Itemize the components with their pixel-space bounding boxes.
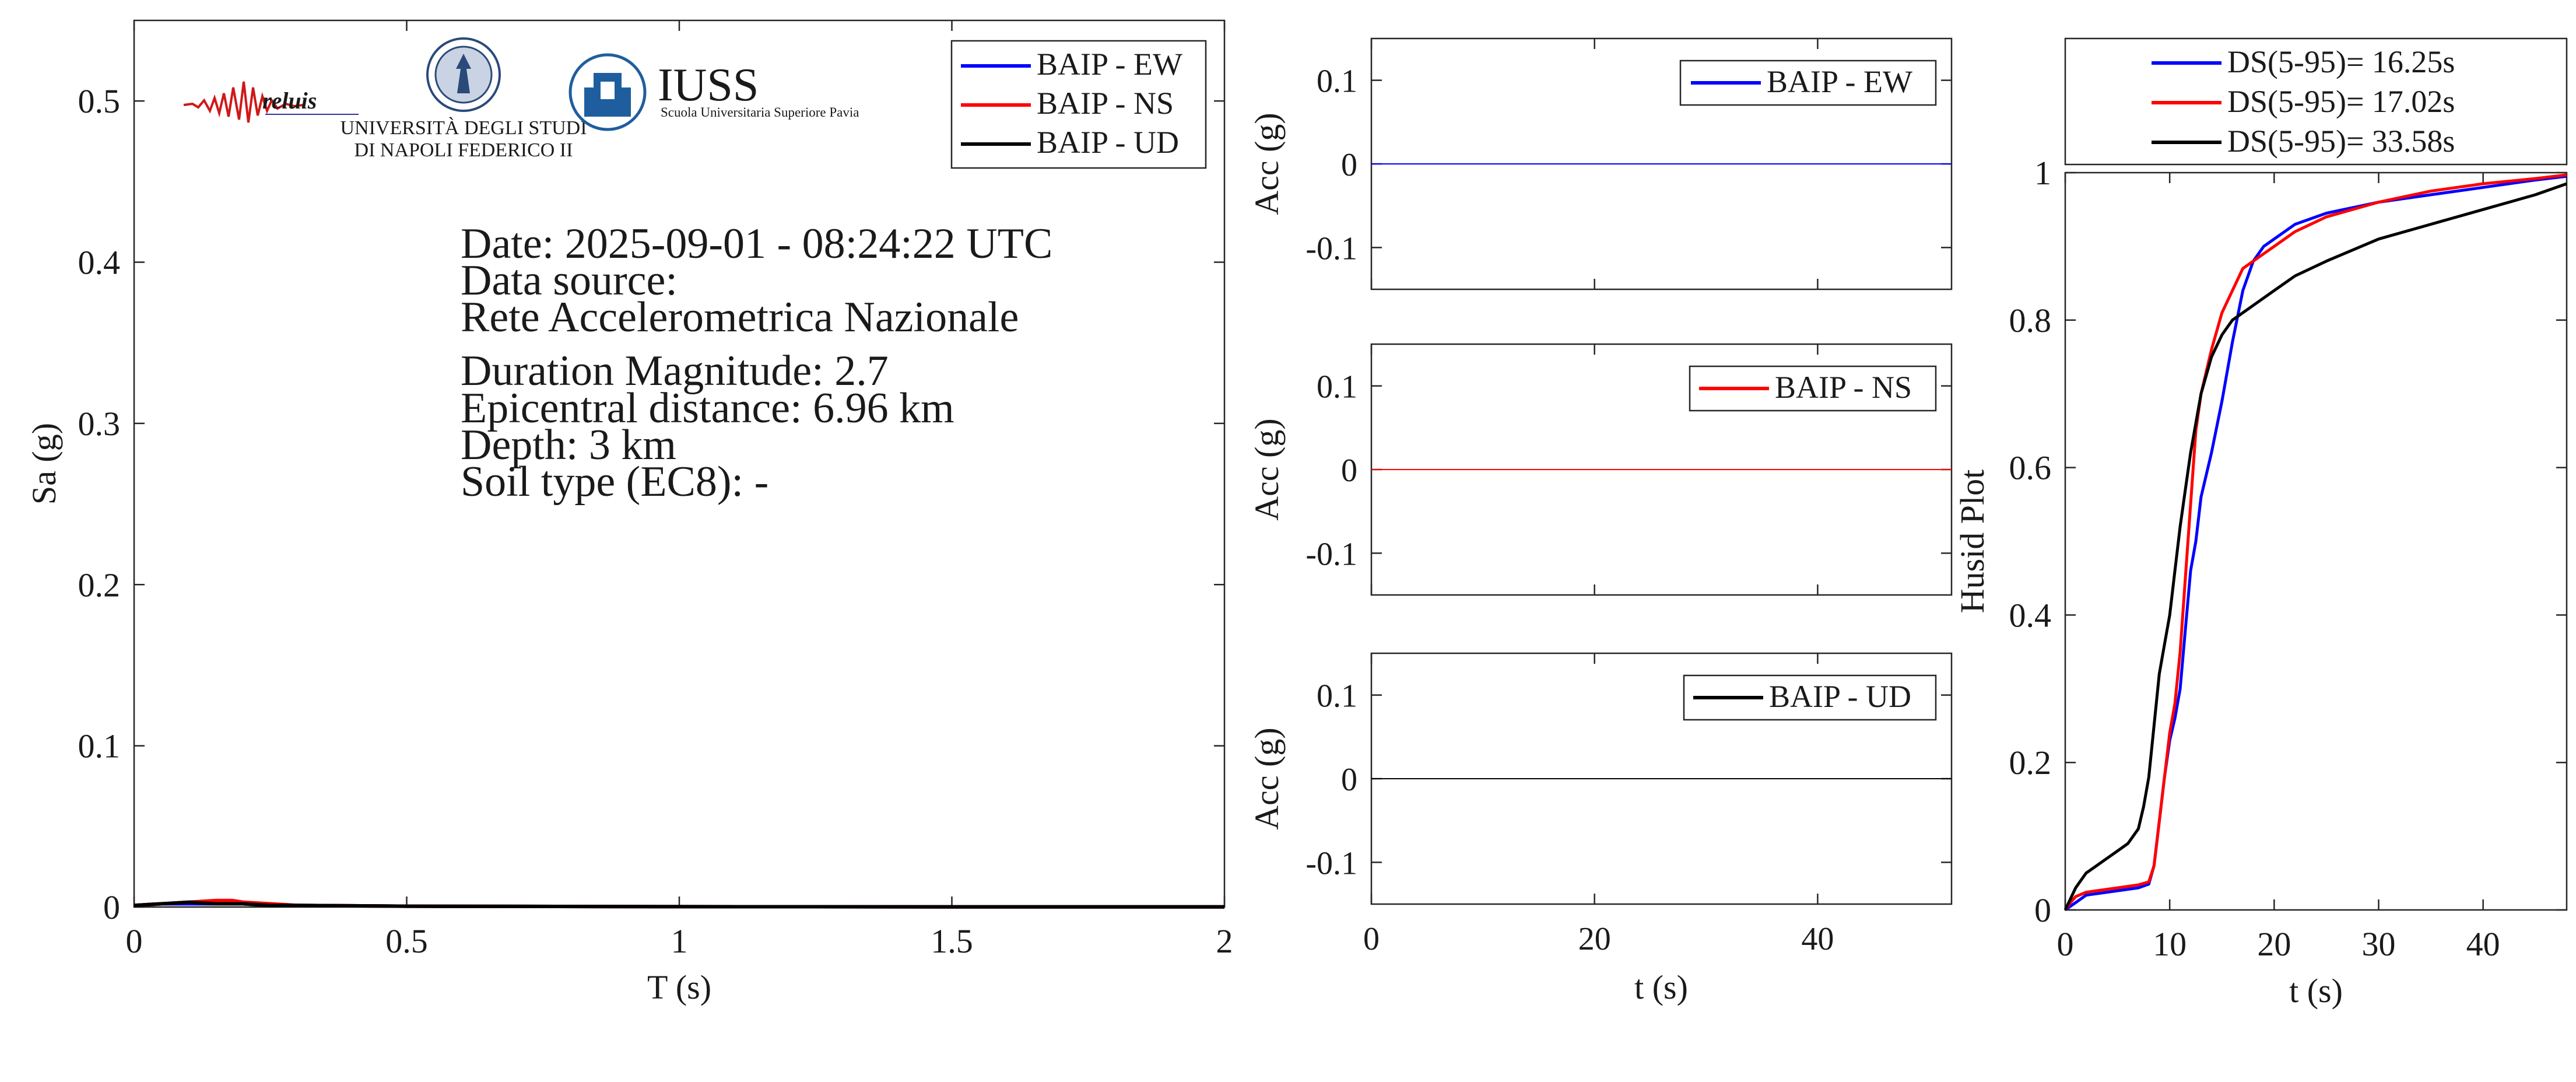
acc-ud-x-tick-label: 0 — [1363, 921, 1380, 957]
reluis-logo-text: reluis — [262, 87, 317, 114]
acc-ud-y-tick-label: -0.1 — [1305, 845, 1357, 881]
acc-ew-chart: -0.1 0 0.1 Acc (g) BAIP - EW — [1248, 37, 1953, 290]
acc-ns-y-tick-label: 0 — [1341, 453, 1357, 489]
spectrum-y-tick-label: 0.4 — [78, 244, 121, 282]
spectrum-legend-label-ew: BAIP - EW — [1037, 47, 1182, 82]
acc-ew-y-tick-label: -0.1 — [1305, 230, 1357, 267]
acc-ew-y-axis-label: Acc (g) — [1248, 113, 1286, 215]
spectrum-x-tick-label: 0 — [126, 922, 143, 960]
spectrum-y-axis-label: Sa (g) — [25, 423, 63, 505]
husid-legend-box — [2064, 37, 2568, 166]
acc-ud-y-tick-label: 0.1 — [1317, 678, 1357, 715]
spectrum-series-lines — [134, 898, 1224, 909]
acc-ns-y-axis-label: Acc (g) — [1248, 418, 1286, 521]
unina-line1: UNIVERSITÀ DEGLI STUDI — [340, 117, 587, 139]
husid-plot-frame — [2064, 171, 2568, 911]
spectrum-legend-label-ns: BAIP - NS — [1037, 86, 1174, 121]
unina-line2: DI NAPOLI FEDERICO II — [355, 139, 573, 161]
husid-series-lines — [2063, 173, 2567, 912]
acc-ew-legend-label: BAIP - EW — [1767, 64, 1912, 99]
reluis-seismogram-mark — [183, 81, 304, 123]
acc-ns-y-tick-label: 0.1 — [1317, 369, 1357, 405]
spectrum-x-axis-label: T (s) — [647, 968, 711, 1006]
info-soil: Soil type (EC8): - — [461, 458, 768, 506]
husid-y-tick-label: 0.6 — [2009, 449, 2052, 487]
info-source-label: Data source: — [461, 257, 678, 304]
spectrum-series-line-3 — [134, 900, 1224, 909]
spectrum-x-tick-label: 2 — [1216, 922, 1233, 960]
spectrum-y-tick-label: 0 — [103, 888, 120, 926]
husid-legend: DS(5-95)= 16.25s DS(5-95)= 17.02s DS(5-9… — [2064, 37, 2568, 166]
husid-x-tick-label: 0 — [2057, 925, 2074, 963]
acc-ew-legend: BAIP - EW — [1679, 59, 1937, 106]
acc-ud-x-axis-label: t (s) — [1634, 968, 1688, 1006]
info-date: Date: 2025-09-01 - 08:24:22 UTC — [461, 220, 1052, 268]
reluis-logo: reluis — [183, 81, 359, 123]
spectrum-y-tick-label: 0.3 — [78, 405, 121, 443]
spectrum-y-tick-label: 0.2 — [78, 566, 121, 604]
husid-legend-label-2: DS(5-95)= 17.02s — [2227, 84, 2455, 119]
husid-series-line-1 — [2064, 174, 2567, 912]
husid-y-tick-label: 0.8 — [2009, 302, 2052, 339]
husid-ticks: 0 10 20 30 40 0 0.2 0.4 0.6 0.8 1 — [2009, 154, 2567, 963]
acc-ud-legend: BAIP - UD — [1683, 674, 1937, 721]
husid-series-line-3 — [2063, 182, 2567, 911]
spectrum-x-tick-label: 0.5 — [385, 922, 428, 960]
spectrum-y-tick-label: 0.5 — [78, 82, 121, 120]
acc-ns-legend-label: BAIP - NS — [1775, 370, 1912, 405]
acc-ns-ticks: -0.1 0 0.1 — [1305, 344, 1952, 595]
iuss-name: IUSS — [658, 59, 759, 111]
husid-legend-label-1: DS(5-95)= 16.25s — [2227, 44, 2455, 79]
husid-y-tick-label: 0 — [2034, 891, 2051, 929]
husid-y-tick-label: 0.2 — [2009, 744, 2052, 782]
iuss-subtitle: Scuola Universitaria Superiore Pavia — [661, 105, 859, 120]
husid-y-tick-label: 0.4 — [2009, 596, 2052, 634]
acc-ns-chart: -0.1 0 0.1 Acc (g) BAIP - NS — [1248, 343, 1953, 596]
acc-ud-y-axis-label: Acc (g) — [1248, 727, 1286, 830]
spectrum-x-tick-label: 1 — [671, 922, 688, 960]
info-magnitude: Duration Magnitude: 2.7 — [461, 347, 889, 395]
spectrum-x-tick-label: 1.5 — [931, 922, 973, 960]
husid-x-tick-label: 30 — [2362, 925, 2396, 963]
info-depth: Depth: 3 km — [461, 421, 676, 469]
husid-x-tick-label: 10 — [2153, 925, 2187, 963]
unina-seal-figure — [456, 54, 471, 93]
husid-chart: 0 10 20 30 40 0 0.2 0.4 0.6 0.8 1 t (s) Husid Plot… — [1953, 37, 2568, 1010]
unina-logo: UNIVERSITÀ DEGLI STUDI DI NAPOLI FEDERIC… — [340, 37, 587, 161]
husid-y-tick-label: 1 — [2034, 154, 2051, 192]
info-distance: Epicentral distance: 6.96 km — [461, 384, 954, 432]
spectrum-chart: 0 0.5 1 1.5 2 0 0.1 0.2 0.3 0.4 0.5 T (s) Sa (g) r… — [25, 19, 1233, 1006]
husid-y-axis-label: Husid Plot — [1953, 470, 1991, 614]
acc-ns-legend: BAIP - NS — [1689, 365, 1937, 412]
acc-ud-chart: 0 20 40 -0.1 0 0.1 t (s) Acc (g) BAIP - UD — [1248, 652, 1953, 1006]
acc-ew-y-tick-label: 0.1 — [1317, 64, 1357, 100]
husid-x-tick-label: 40 — [2466, 925, 2500, 963]
husid-series-line-2 — [2063, 173, 2567, 911]
acc-ew-ticks: -0.1 0 0.1 — [1305, 38, 1952, 289]
acc-ew-y-tick-label: 0 — [1341, 147, 1357, 183]
spectrum-legend-label-ud: BAIP - UD — [1037, 125, 1179, 160]
spectrum-ticks: 0 0.5 1 1.5 2 0 0.1 0.2 0.3 0.4 0.5 — [78, 20, 1233, 960]
event-info: Date: 2025-09-01 - 08:24:22 UTC Data sou… — [461, 220, 1052, 506]
spectrum-legend: BAIP - EW BAIP - NS BAIP - UD — [950, 40, 1207, 169]
acc-ud-ticks: 0 20 40 -0.1 0 0.1 — [1305, 653, 1952, 957]
husid-legend-label-3: DS(5-95)= 33.58s — [2227, 124, 2455, 159]
acc-ud-x-tick-label: 40 — [1801, 921, 1834, 957]
iuss-logo: IUSS Scuola Universitaria Superiore Pavi… — [568, 53, 859, 131]
spectrum-y-tick-label: 0.1 — [78, 727, 121, 765]
husid-x-axis-label: t (s) — [2289, 972, 2343, 1010]
husid-x-tick-label: 20 — [2257, 925, 2291, 963]
info-source: Rete Accelerometrica Nazionale — [461, 293, 1019, 341]
acc-ud-legend-label: BAIP - UD — [1769, 679, 1911, 714]
acc-ud-x-tick-label: 20 — [1578, 921, 1611, 957]
acc-ud-y-tick-label: 0 — [1341, 762, 1357, 798]
acc-ns-y-tick-label: -0.1 — [1305, 536, 1357, 572]
iuss-emblem-window — [601, 82, 615, 99]
